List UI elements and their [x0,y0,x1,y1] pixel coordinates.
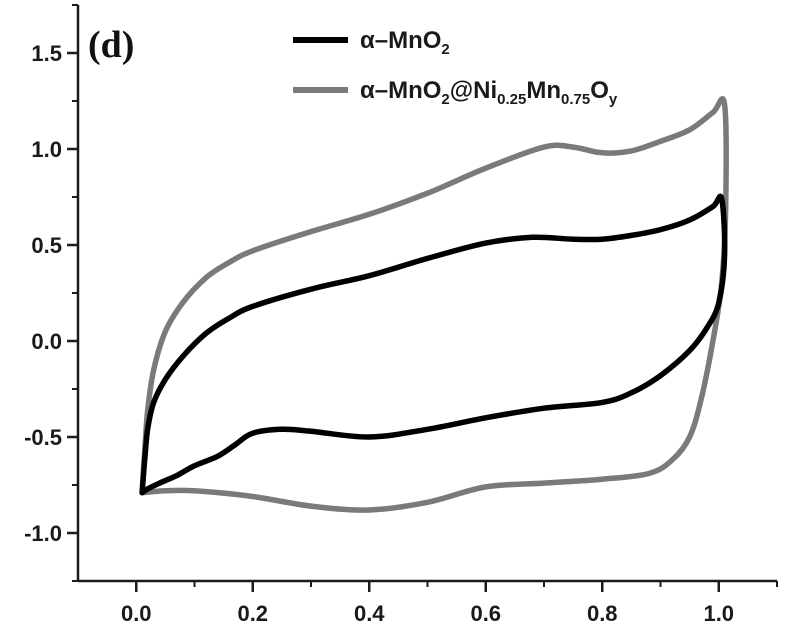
panel-label: (d) [88,24,134,66]
legend-label: α–MnO2@Ni0.25Mn0.75Oy [360,77,618,108]
legend-label: α–MnO2 [360,27,450,58]
y-tick-label: 0.0 [31,329,62,354]
y-tick-label: -0.5 [24,425,62,450]
y-tick-label: 1.5 [31,41,62,66]
y-tick-label: 0.5 [31,233,62,258]
x-tick-label: 0.6 [470,601,501,626]
series-line-mno2-ni-mn-oxide [139,96,729,513]
y-tick-label: 1.0 [31,137,62,162]
series-layer [139,96,729,513]
series-line-mno2 [139,193,728,496]
axis-ticks: 0.0 0.2 0.4 0.6 0.8 1.0 -1.0 -0.5 0.0 0.5 1.0 1.5 [24,4,778,626]
x-tick-label: 1.0 [703,601,734,626]
x-tick-label: 0.2 [237,601,268,626]
x-tick-label: 0.0 [121,601,152,626]
x-tick-label: 0.4 [354,601,385,626]
y-tick-label: -1.0 [24,521,62,546]
legend: α–MnO2 α–MnO2@Ni0.25Mn0.75Oy [293,27,618,108]
x-tick-label: 0.8 [587,601,618,626]
